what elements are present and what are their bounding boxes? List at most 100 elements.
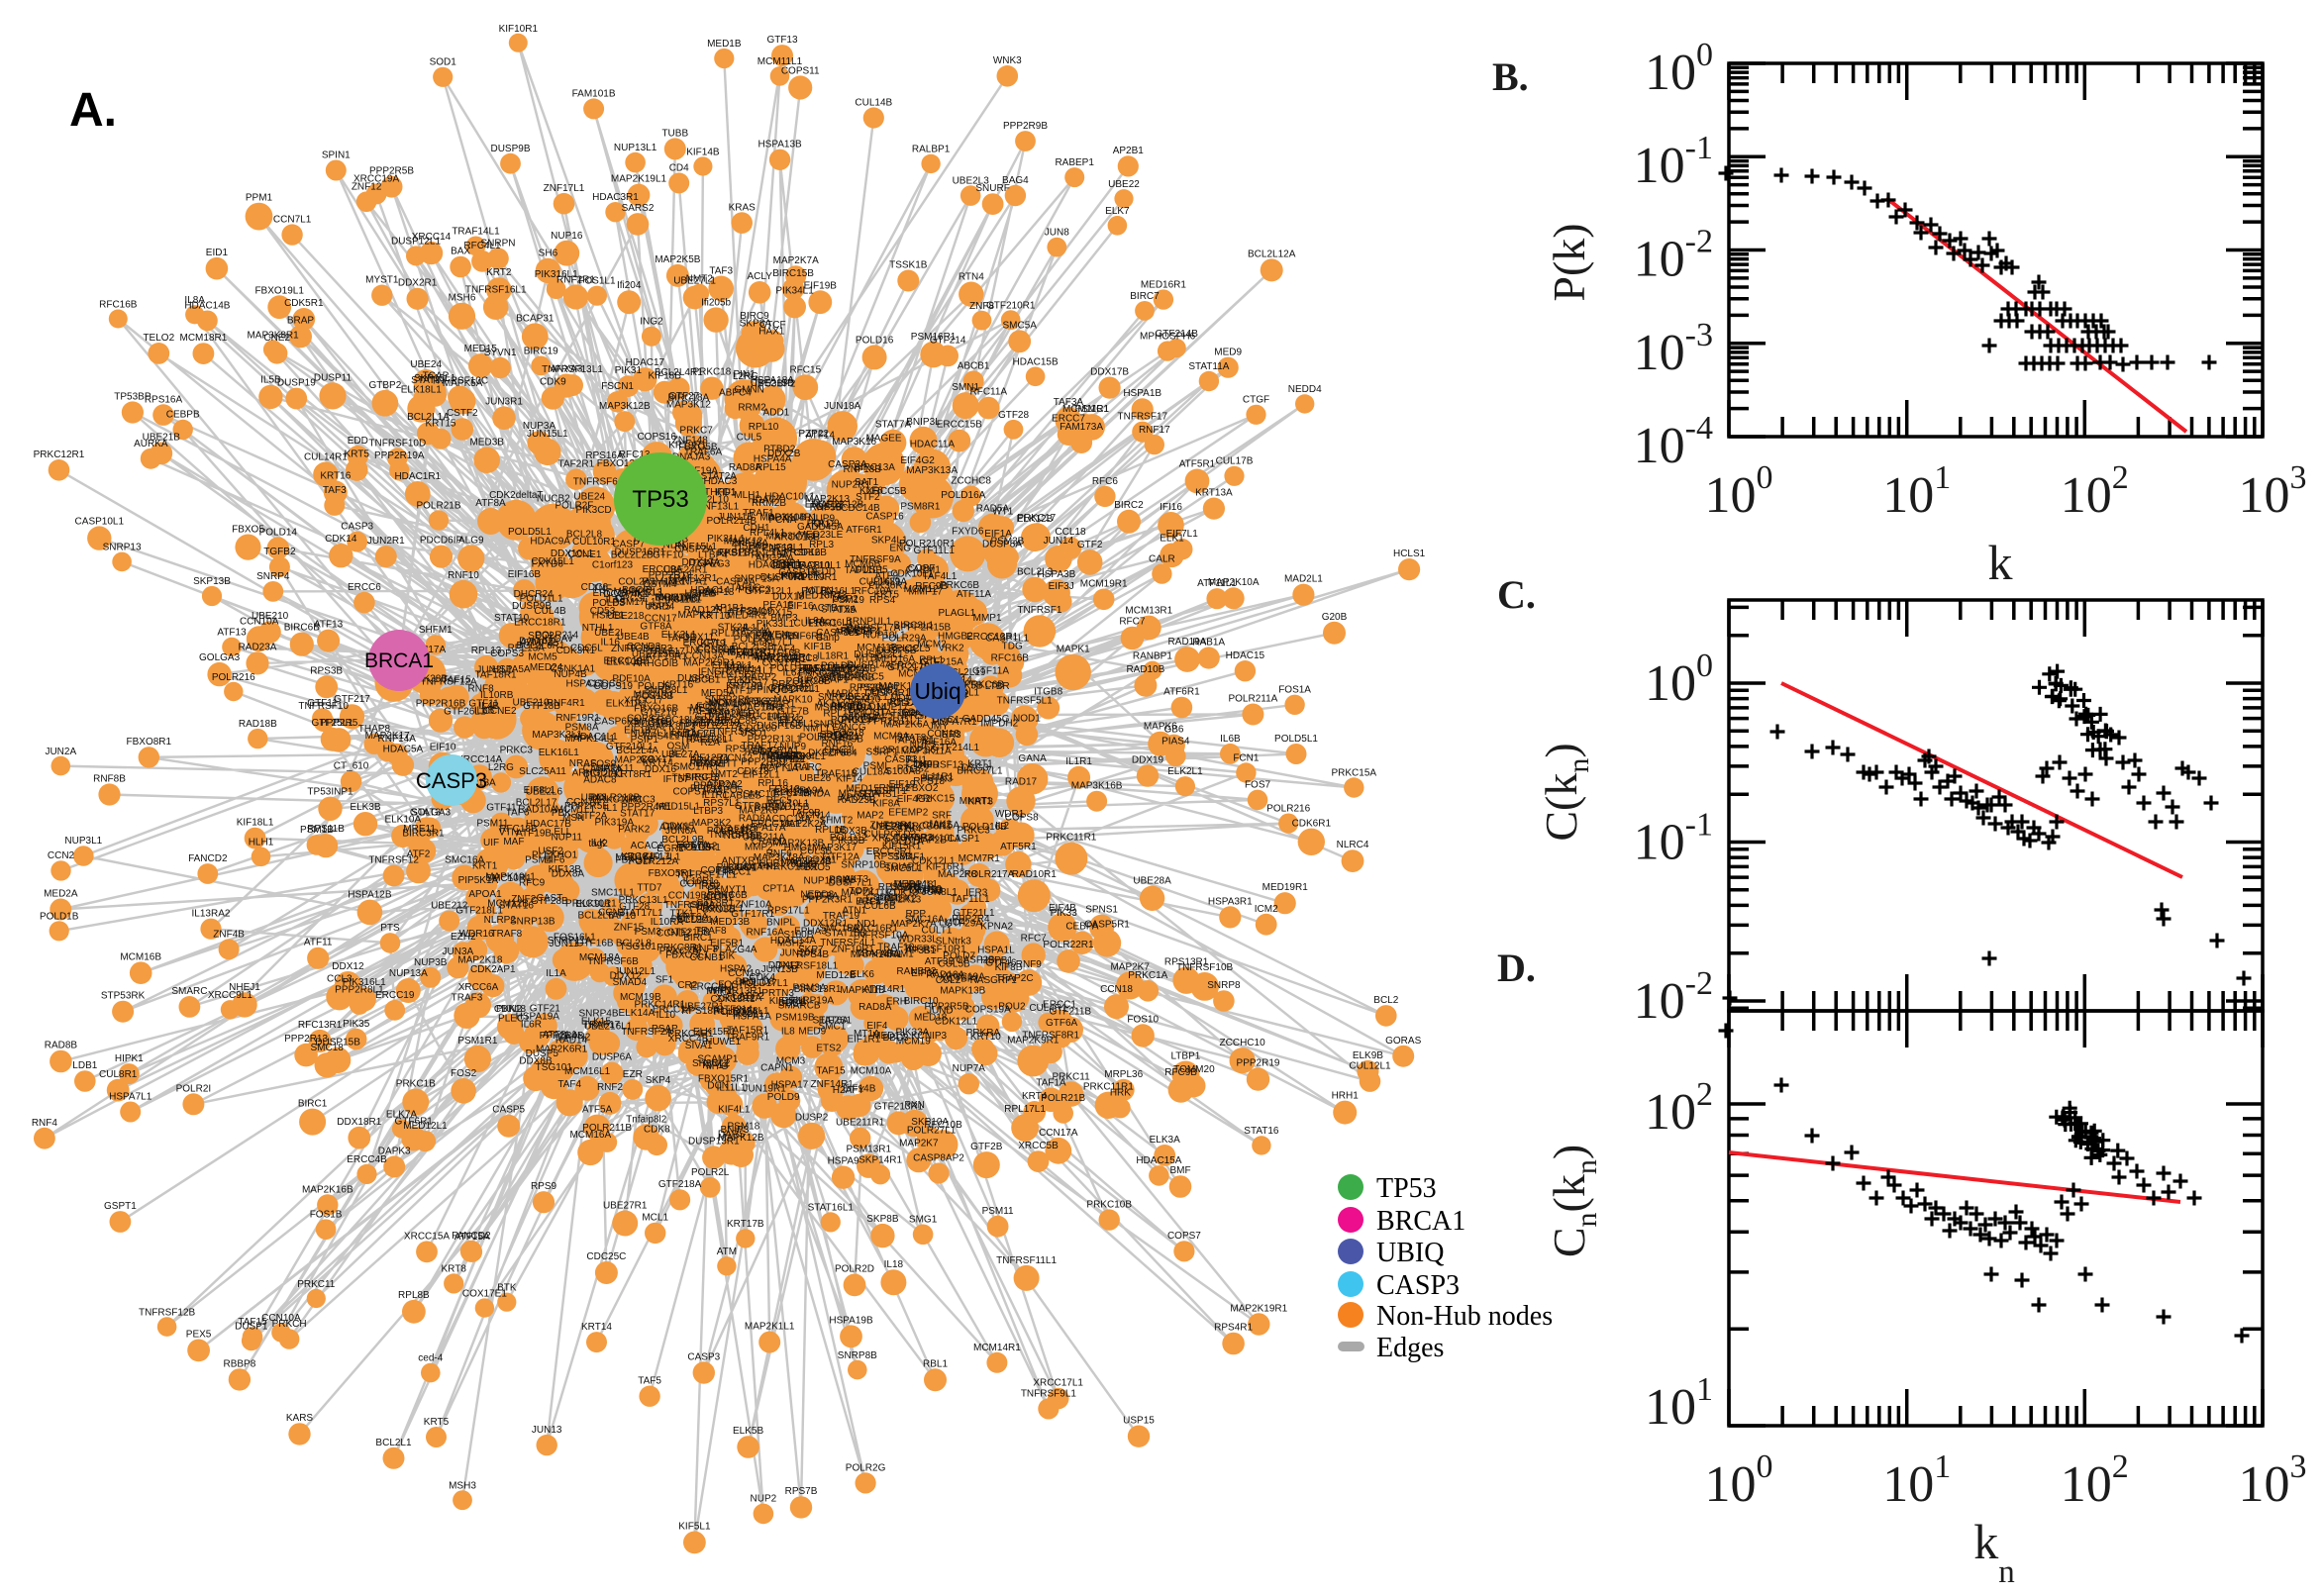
svg-text:MCM11L1: MCM11L1 <box>758 56 803 67</box>
svg-text:CUL8R1: CUL8R1 <box>99 1069 138 1080</box>
svg-text:RFC4L1: RFC4L1 <box>463 241 501 251</box>
svg-text:ATM: ATM <box>717 1247 737 1257</box>
svg-text:TRAF9R1: TRAF9R1 <box>726 1032 770 1043</box>
svg-text:POLD1B: POLD1B <box>40 911 79 922</box>
svg-text:MAP2K13B: MAP2K13B <box>773 839 825 849</box>
svg-text:ELK12B: ELK12B <box>1017 514 1054 525</box>
svg-text:EIF12L1: EIF12L1 <box>743 769 780 780</box>
svg-text:IL2: IL2 <box>995 821 1009 832</box>
svg-text:ATF13: ATF13 <box>217 628 247 639</box>
svg-text:MED9: MED9 <box>798 1026 826 1037</box>
svg-text:SKP4: SKP4 <box>646 1075 671 1086</box>
svg-text:MED1B: MED1B <box>707 39 742 50</box>
svg-text:CULT1: CULT1 <box>922 926 953 937</box>
svg-text:MAP3K3L1: MAP3K3L1 <box>532 730 582 741</box>
svg-text:IL10RA: IL10RA <box>651 917 684 928</box>
svg-text:C1orf123: C1orf123 <box>592 560 634 571</box>
svg-text:JUN2L1: JUN2L1 <box>476 664 513 675</box>
svg-text:RAD23A: RAD23A <box>239 642 277 652</box>
svg-text:RAD23B: RAD23B <box>838 795 876 806</box>
svg-text:MAP3K14B: MAP3K14B <box>780 856 832 867</box>
svg-text:GTF6A: GTF6A <box>1046 1018 1078 1029</box>
svg-text:BIRC3R1: BIRC3R1 <box>402 829 445 840</box>
svg-text:POLR2F: POLR2F <box>555 500 593 511</box>
svg-text:TAF4: TAF4 <box>557 1079 581 1090</box>
svg-text:KRT2: KRT2 <box>486 267 512 278</box>
svg-text:CASP3: CASP3 <box>416 768 487 793</box>
svg-text:D.: D. <box>1497 946 1536 990</box>
svg-text:HSPA12: HSPA12 <box>565 678 603 689</box>
svg-text:MAD2L1: MAD2L1 <box>1284 574 1323 585</box>
svg-text:PRKC3: PRKC3 <box>500 746 534 756</box>
svg-text:RANBP2: RANBP2 <box>896 966 936 977</box>
svg-text:TNFRSF9L1: TNFRSF9L1 <box>1021 1388 1077 1399</box>
svg-text:RFC7: RFC7 <box>1119 617 1146 628</box>
svg-text:STAT3: STAT3 <box>411 807 441 818</box>
svg-text:HSPA3B: HSPA3B <box>1038 569 1076 580</box>
svg-text:JUN11: JUN11 <box>549 939 578 949</box>
svg-text:COX17: COX17 <box>640 754 672 765</box>
svg-text:EIF7L1: EIF7L1 <box>1166 529 1199 540</box>
svg-text:RFC16B: RFC16B <box>99 300 138 311</box>
svg-text:CDK2AP1: CDK2AP1 <box>470 964 516 975</box>
svg-text:P(k): P(k) <box>1544 223 1594 301</box>
svg-text:MED12L1: MED12L1 <box>403 1121 448 1132</box>
svg-text:JUN13: JUN13 <box>532 1425 562 1436</box>
svg-text:HSPA19B: HSPA19B <box>829 1315 873 1326</box>
svg-text:CCN17: CCN17 <box>645 614 677 625</box>
svg-text:SKP8B: SKP8B <box>866 1214 899 1225</box>
svg-text:IFNGR1: IFNGR1 <box>698 666 735 677</box>
svg-text:ELK7A: ELK7A <box>386 1109 417 1120</box>
svg-text:POLR217A: POLR217A <box>964 869 1015 880</box>
svg-text:C.: C. <box>1497 572 1536 617</box>
svg-text:RFC6L1: RFC6L1 <box>777 719 815 730</box>
svg-text:TSSK1B: TSSK1B <box>889 259 928 270</box>
svg-text:TP53INP1: TP53INP1 <box>307 787 354 798</box>
svg-text:KRAS: KRAS <box>729 202 757 213</box>
svg-text:CASP8AP2: CASP8AP2 <box>913 1152 964 1163</box>
svg-text:HDAC15B: HDAC15B <box>1013 357 1059 368</box>
svg-text:NOD1: NOD1 <box>1013 714 1041 725</box>
svg-text:MAP2K19R1: MAP2K19R1 <box>1230 1303 1287 1314</box>
svg-text:RNF15L1: RNF15L1 <box>674 542 717 552</box>
svg-text:PRKC18: PRKC18 <box>692 367 731 378</box>
svg-text:POLR22R1: POLR22R1 <box>1043 940 1094 950</box>
svg-text:CUL14B: CUL14B <box>855 97 892 108</box>
svg-text:NMT2: NMT2 <box>686 274 714 285</box>
svg-text:KRT9R1: KRT9R1 <box>668 441 707 451</box>
svg-text:PRKC11R1: PRKC11R1 <box>1046 833 1096 844</box>
svg-text:PPP2R19: PPP2R19 <box>1237 1057 1280 1068</box>
svg-text:RPS4: RPS4 <box>869 595 896 606</box>
svg-text:KIF4L1: KIF4L1 <box>718 1105 751 1116</box>
svg-text:SHMT2: SHMT2 <box>819 815 853 826</box>
svg-text:CDK12L1: CDK12L1 <box>935 1017 978 1028</box>
svg-text:ORC3L: ORC3L <box>824 746 858 756</box>
svg-text:USBP1: USBP1 <box>890 882 923 893</box>
svg-text:RFC9B: RFC9B <box>915 581 948 592</box>
svg-text:XRCC6A: XRCC6A <box>458 982 499 993</box>
svg-text:CDC14A: CDC14A <box>772 814 812 825</box>
svg-text:HCLS1: HCLS1 <box>1393 549 1426 559</box>
svg-text:RPS4R1: RPS4R1 <box>1214 1323 1253 1334</box>
svg-text:PIK316L1: PIK316L1 <box>535 269 578 280</box>
svg-text:Ifi204: Ifi204 <box>617 280 642 291</box>
svg-text:DCCP4K1: DCCP4K1 <box>603 589 650 600</box>
svg-text:ACTB: ACTB <box>811 603 838 614</box>
svg-text:DCN: DCN <box>707 1081 729 1092</box>
svg-text:UBE210: UBE210 <box>252 611 289 622</box>
svg-text:GTF213R1: GTF213R1 <box>874 1101 924 1112</box>
svg-text:MAP2K7: MAP2K7 <box>899 1138 939 1148</box>
svg-text:STF2: STF2 <box>856 492 880 503</box>
svg-text:COPB2: COPB2 <box>700 865 734 876</box>
svg-text:DUSP6R1: DUSP6R1 <box>760 572 807 583</box>
svg-text:BID: BID <box>923 760 940 771</box>
svg-text:DDX8A: DDX8A <box>552 868 585 879</box>
svg-text:MCL1: MCL1 <box>642 1213 668 1224</box>
svg-text:PZP22: PZP22 <box>798 429 829 440</box>
svg-text:GTF25L1: GTF25L1 <box>311 718 354 729</box>
svg-text:CUL17B: CUL17B <box>1216 456 1254 467</box>
svg-text:FSCN1: FSCN1 <box>601 381 634 392</box>
svg-text:FANCD2: FANCD2 <box>452 1231 491 1242</box>
svg-text:RNF12: RNF12 <box>879 783 911 794</box>
svg-text:CUL12L1: CUL12L1 <box>1349 1060 1391 1071</box>
